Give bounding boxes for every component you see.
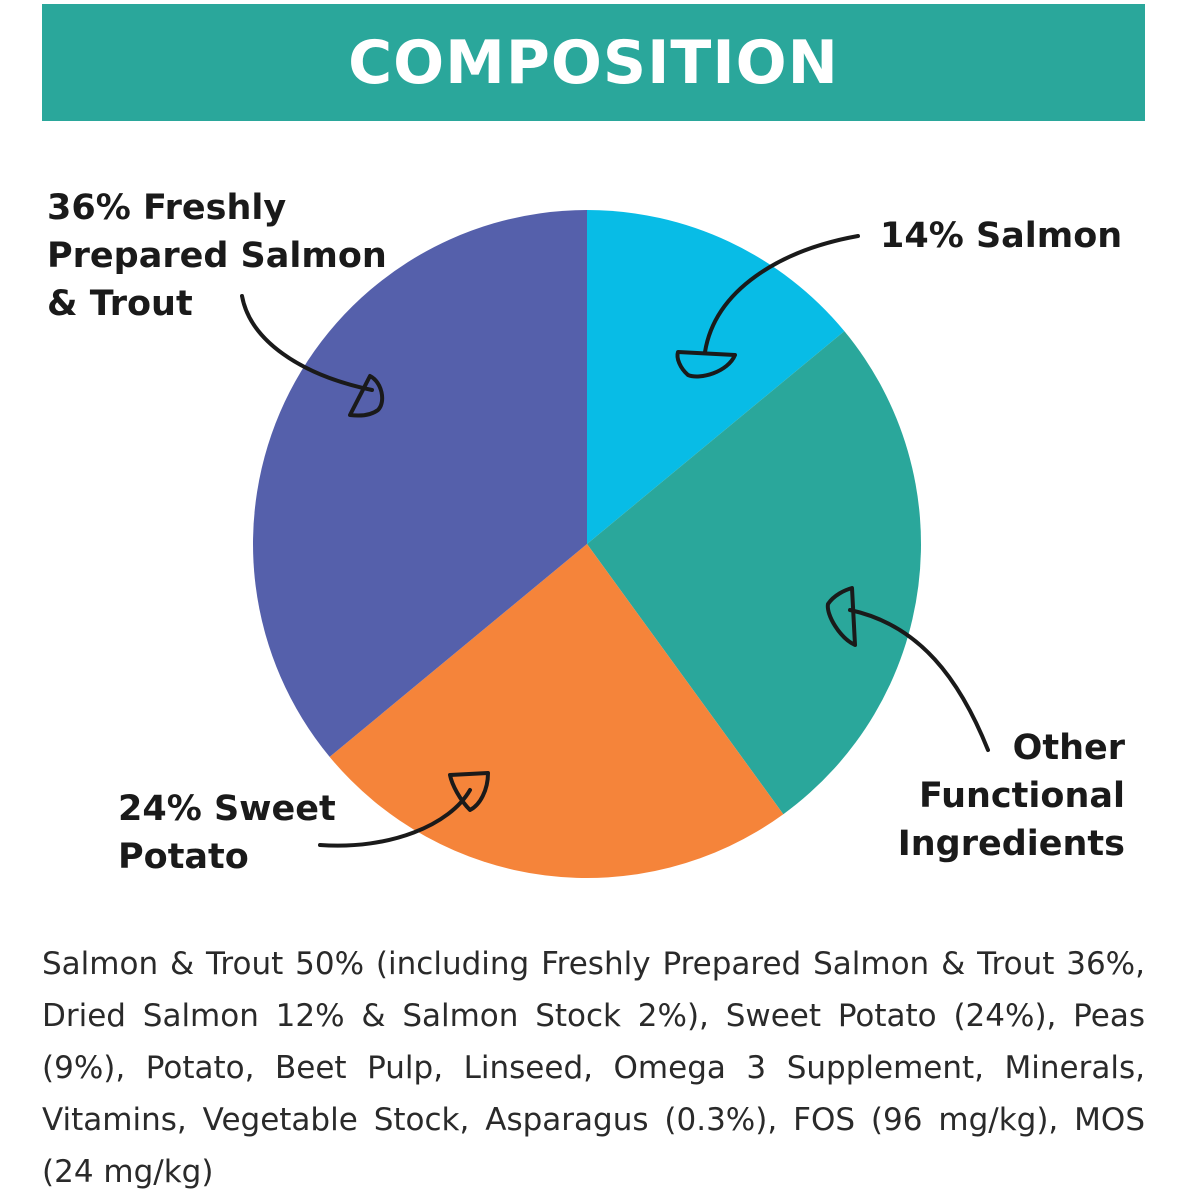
arrow-other-functional bbox=[848, 608, 990, 752]
pie-slice-sweet-potato bbox=[329, 544, 784, 878]
arrow-freshly-prepared bbox=[240, 294, 374, 392]
label-other-functional: Other Functional Ingredients bbox=[897, 728, 1125, 864]
composition-header: COMPOSITION bbox=[42, 4, 1145, 121]
pie-slice-salmon bbox=[587, 210, 845, 544]
arrowhead-salmon bbox=[675, 350, 737, 379]
arrowhead-other-functional bbox=[825, 586, 857, 647]
arrowhead-sweet-potato bbox=[448, 771, 490, 812]
pie-slice-freshly-prepared bbox=[253, 209, 587, 757]
arrow-salmon bbox=[703, 234, 860, 354]
label-salmon: 14% Salmon bbox=[880, 216, 1123, 256]
pie-slice-other-functional bbox=[587, 331, 921, 815]
arrowhead-freshly-prepared bbox=[348, 374, 385, 418]
label-freshly-prepared: 36% Freshly Prepared Salmon & Trout bbox=[47, 188, 387, 324]
label-sweet-potato: 24% Sweet Potato bbox=[118, 789, 336, 877]
composition-pie-chart bbox=[240, 209, 990, 878]
page-title: COMPOSITION bbox=[348, 27, 839, 98]
ingredients-list: Salmon & Trout 50% (including Freshly Pr… bbox=[42, 946, 1145, 1190]
